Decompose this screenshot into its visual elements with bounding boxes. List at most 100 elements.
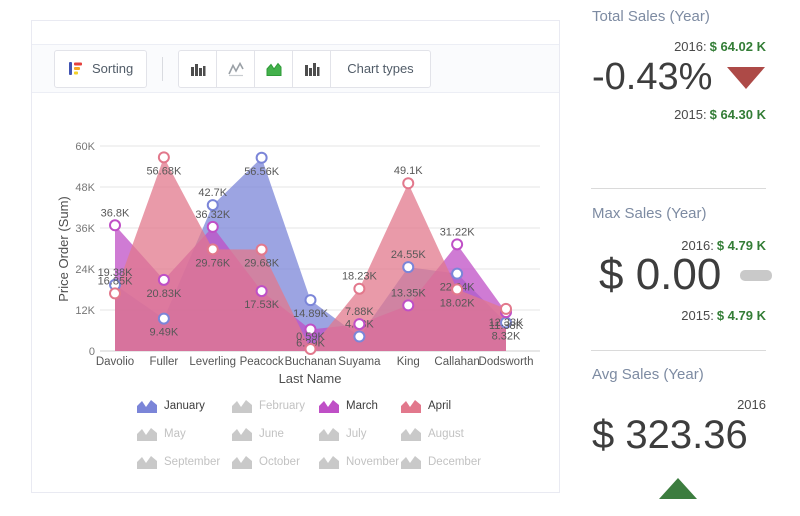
data-point-marker[interactable] bbox=[500, 302, 512, 315]
y-tick-label: 12K bbox=[75, 305, 95, 317]
legend-label: January bbox=[164, 399, 205, 412]
data-point-marker[interactable] bbox=[353, 330, 366, 343]
legend-item-august[interactable]: August bbox=[401, 426, 496, 441]
legend-item-september[interactable]: September bbox=[137, 454, 232, 469]
total-sales-delta: -0.43% bbox=[592, 56, 766, 99]
year-label: 2016: bbox=[674, 39, 707, 54]
sales-value: $ 4.79 K bbox=[716, 308, 766, 323]
data-point-marker[interactable] bbox=[402, 261, 415, 274]
x-axis-title: Last Name bbox=[279, 371, 342, 386]
toolbar-separator bbox=[162, 56, 164, 81]
legend-label: March bbox=[346, 399, 378, 412]
data-point-label: 49.1K bbox=[394, 165, 423, 177]
trend-flat-icon bbox=[740, 269, 773, 281]
legend-area-icon bbox=[401, 399, 421, 413]
bar-chart-type-button[interactable] bbox=[292, 49, 332, 88]
delta-value: $ 323.36 bbox=[592, 413, 748, 457]
legend-label: April bbox=[428, 399, 452, 412]
y-tick-label: 0 bbox=[89, 346, 95, 358]
legend-item-march[interactable]: March bbox=[319, 398, 401, 413]
data-point-marker[interactable] bbox=[304, 323, 317, 336]
max-sales-title: Max Sales (Year) bbox=[592, 205, 707, 222]
area-chart-type-button[interactable] bbox=[254, 49, 294, 88]
legend-item-january[interactable]: January bbox=[137, 398, 232, 413]
year-label: 2016 bbox=[737, 397, 766, 412]
line-chart-type-button[interactable] bbox=[216, 49, 256, 88]
data-point-marker[interactable] bbox=[451, 267, 464, 280]
max-sales-delta: $ 0.00 bbox=[599, 250, 773, 300]
data-point-marker[interactable] bbox=[402, 299, 415, 312]
data-point-label: 7.88K bbox=[345, 306, 374, 318]
x-tick-label: Fuller bbox=[149, 356, 178, 368]
data-point-marker[interactable] bbox=[157, 312, 170, 325]
area-chart-icon bbox=[266, 62, 282, 76]
kpi-sidebar: Total Sales (Year) 2016: $ 64.02 K -0.43%… bbox=[591, 0, 773, 516]
data-point-marker[interactable] bbox=[206, 243, 219, 256]
sales-value: $ 64.02 K bbox=[709, 39, 766, 54]
data-point-marker[interactable] bbox=[255, 151, 268, 164]
data-point-marker[interactable] bbox=[206, 199, 219, 212]
sales-value: $ 4.79 K bbox=[716, 238, 766, 253]
legend-area-icon bbox=[319, 399, 339, 413]
data-point-marker[interactable] bbox=[157, 273, 170, 286]
legend-label: September bbox=[164, 455, 221, 468]
sales-value: $ 64.30 K bbox=[709, 107, 766, 122]
avg-sales-title: Avg Sales (Year) bbox=[592, 366, 704, 383]
sorting-button[interactable]: Sorting bbox=[54, 49, 148, 88]
legend-area-icon bbox=[401, 427, 421, 441]
data-point-marker[interactable] bbox=[255, 243, 268, 256]
data-point-label: 56.56K bbox=[244, 166, 280, 178]
data-point-marker[interactable] bbox=[206, 220, 219, 233]
data-point-label: 8.32K bbox=[492, 331, 521, 343]
legend-item-february[interactable]: February bbox=[232, 398, 319, 413]
column-chart-type-button[interactable] bbox=[178, 49, 218, 88]
legend-item-may[interactable]: May bbox=[137, 426, 232, 441]
data-point-label: 29.68K bbox=[244, 258, 280, 270]
legend-item-october[interactable]: October bbox=[232, 454, 319, 469]
legend-item-april[interactable]: April bbox=[401, 398, 496, 413]
column-chart-icon bbox=[190, 63, 206, 76]
data-point-label: 20.83K bbox=[146, 288, 182, 300]
data-point-marker[interactable] bbox=[157, 151, 170, 164]
data-point-marker[interactable] bbox=[255, 285, 268, 298]
data-point-marker[interactable] bbox=[109, 219, 121, 232]
y-tick-label: 36K bbox=[75, 223, 95, 235]
chart-types-button[interactable]: Chart types bbox=[330, 49, 431, 88]
legend-label: July bbox=[346, 427, 367, 440]
x-tick-label: Buchanan bbox=[285, 356, 337, 368]
x-tick-label: Callahan bbox=[434, 356, 479, 368]
sidebar-divider bbox=[591, 350, 766, 351]
avg-sales-year-row: 2016 bbox=[737, 397, 766, 412]
data-point-label: 19.38K bbox=[98, 267, 134, 279]
legend-item-december[interactable]: December bbox=[401, 454, 496, 469]
trend-up-icon bbox=[659, 478, 697, 499]
legend-area-icon bbox=[319, 427, 339, 441]
legend-item-november[interactable]: November bbox=[319, 454, 401, 469]
chart-toolbar: Sorting bbox=[32, 44, 559, 93]
legend-item-june[interactable]: June bbox=[232, 426, 319, 441]
data-point-marker[interactable] bbox=[304, 342, 317, 355]
y-tick-label: 24K bbox=[75, 264, 95, 276]
data-point-label: 36.8K bbox=[101, 207, 130, 219]
legend-area-icon bbox=[232, 455, 252, 469]
data-point-marker[interactable] bbox=[451, 238, 464, 251]
data-point-label: 13.35K bbox=[391, 287, 427, 299]
data-point-marker[interactable] bbox=[109, 287, 121, 300]
legend-area-icon bbox=[137, 427, 157, 441]
sorting-label: Sorting bbox=[92, 61, 134, 76]
total-sales-current-row: 2016: $ 64.02 K bbox=[674, 39, 766, 54]
data-point-marker[interactable] bbox=[451, 283, 464, 296]
data-point-label: 11.38K bbox=[489, 320, 524, 332]
data-point-label: 31.22K bbox=[440, 226, 476, 238]
data-point-marker[interactable] bbox=[304, 294, 317, 307]
data-point-label: 36.32K bbox=[195, 209, 231, 221]
legend-area-icon bbox=[137, 399, 157, 413]
x-tick-label: King bbox=[397, 356, 420, 368]
legend-item-july[interactable]: July bbox=[319, 426, 401, 441]
data-point-marker[interactable] bbox=[353, 318, 366, 331]
data-point-marker[interactable] bbox=[402, 177, 415, 190]
trend-down-icon bbox=[727, 66, 766, 89]
data-point-marker[interactable] bbox=[353, 282, 366, 295]
sidebar-divider bbox=[591, 188, 766, 189]
